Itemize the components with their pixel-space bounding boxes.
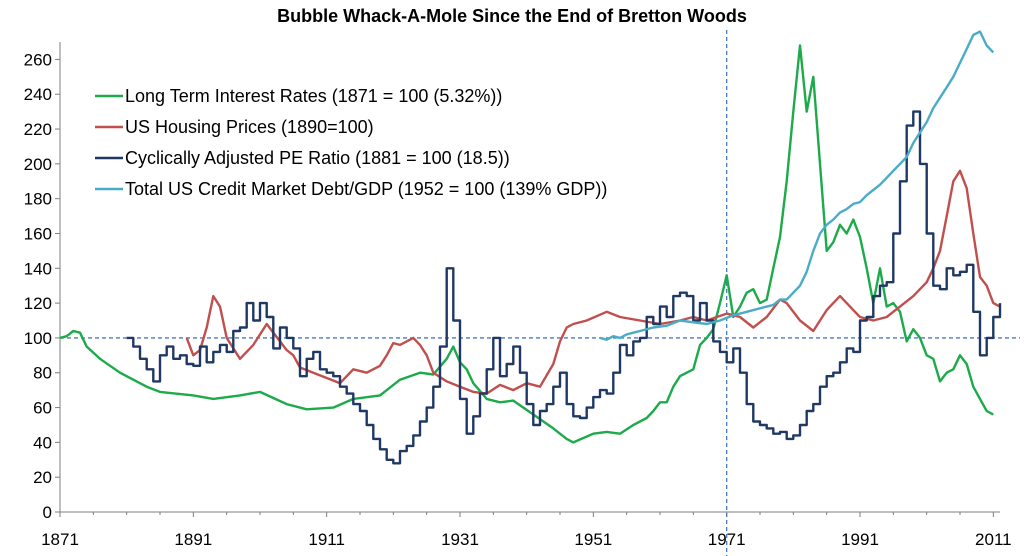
y-tick-label: 140 <box>24 259 52 278</box>
chart-title: Bubble Whack-A-Mole Since the End of Bre… <box>277 6 747 26</box>
y-tick-label: 200 <box>24 155 52 174</box>
y-tick-label: 220 <box>24 120 52 139</box>
plot-area: 0 20 40 60 80 100 120 140 160 180 200 220 240 260 1871… <box>24 30 1020 556</box>
x-tick-label: 1931 <box>441 530 479 549</box>
legend-label-3: Cyclically Adjusted PE Ratio (1881 = 100… <box>125 148 510 168</box>
x-tick-label: 1991 <box>841 530 879 549</box>
x-tick-label: 1871 <box>41 530 79 549</box>
y-tick-label: 120 <box>24 294 52 313</box>
y-tick-label: 180 <box>24 190 52 209</box>
x-tick-label: 1891 <box>174 530 212 549</box>
y-tick-label: 160 <box>24 224 52 243</box>
series-line-4 <box>599 30 995 341</box>
y-tick-label: 40 <box>33 433 52 452</box>
x-tick-label: 1971 <box>708 530 746 549</box>
series-line-3 <box>126 110 1002 465</box>
legend: Long Term Interest Rates (1871 = 100 (5.… <box>95 86 607 199</box>
y-tick-label: 0 <box>43 503 52 522</box>
y-tick-label: 240 <box>24 85 52 104</box>
y-tick-label: 80 <box>33 364 52 383</box>
legend-label-2: US Housing Prices (1890=100) <box>125 117 374 137</box>
y-tick-label: 60 <box>33 399 52 418</box>
y-tick-label: 20 <box>33 468 52 487</box>
y-tick-label: 100 <box>24 329 52 348</box>
series-line-1 <box>59 44 994 444</box>
y-tick-label: 260 <box>24 50 52 69</box>
x-tick-label: 1951 <box>574 530 612 549</box>
legend-label-4: Total US Credit Market Debt/GDP (1952 = … <box>125 179 607 199</box>
x-tick-label: 2011 <box>975 530 1012 549</box>
x-tick-label: 1911 <box>308 530 345 549</box>
legend-label-1: Long Term Interest Rates (1871 = 100 (5.… <box>125 86 502 106</box>
